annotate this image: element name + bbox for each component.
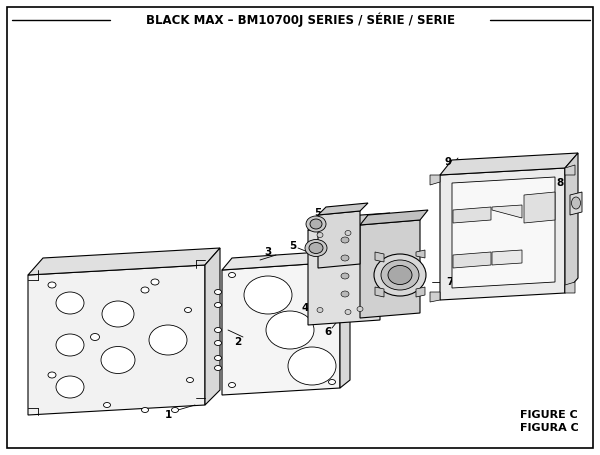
- Polygon shape: [360, 220, 420, 318]
- Polygon shape: [318, 211, 360, 268]
- Ellipse shape: [215, 289, 221, 294]
- Text: 5: 5: [314, 208, 322, 218]
- Polygon shape: [430, 292, 440, 302]
- Polygon shape: [492, 250, 522, 265]
- Polygon shape: [565, 153, 578, 293]
- Ellipse shape: [56, 376, 84, 398]
- Ellipse shape: [215, 340, 221, 345]
- Ellipse shape: [288, 347, 336, 385]
- Polygon shape: [453, 207, 491, 223]
- Ellipse shape: [381, 260, 419, 290]
- Ellipse shape: [388, 266, 412, 284]
- Ellipse shape: [48, 372, 56, 378]
- Ellipse shape: [244, 276, 292, 314]
- Ellipse shape: [149, 325, 187, 355]
- Ellipse shape: [329, 379, 335, 384]
- Ellipse shape: [91, 334, 100, 340]
- Polygon shape: [308, 213, 390, 230]
- Ellipse shape: [142, 408, 149, 413]
- Polygon shape: [565, 282, 575, 293]
- Ellipse shape: [104, 403, 110, 408]
- Text: 4: 4: [301, 303, 308, 313]
- Ellipse shape: [317, 308, 323, 313]
- Text: FIGURE C: FIGURE C: [520, 410, 578, 420]
- Ellipse shape: [341, 255, 349, 261]
- Ellipse shape: [101, 347, 135, 374]
- Polygon shape: [375, 252, 384, 262]
- Ellipse shape: [187, 378, 193, 383]
- Text: 8: 8: [556, 178, 563, 188]
- Polygon shape: [222, 262, 340, 395]
- Polygon shape: [452, 177, 555, 288]
- Ellipse shape: [309, 243, 323, 253]
- Polygon shape: [308, 225, 380, 325]
- Polygon shape: [440, 168, 565, 300]
- Ellipse shape: [329, 268, 335, 273]
- Ellipse shape: [310, 219, 322, 229]
- Polygon shape: [375, 287, 384, 297]
- Polygon shape: [440, 153, 578, 175]
- Polygon shape: [416, 287, 425, 297]
- Text: FIGURA C: FIGURA C: [520, 423, 579, 433]
- Polygon shape: [340, 250, 350, 388]
- Polygon shape: [28, 248, 220, 275]
- Ellipse shape: [141, 287, 149, 293]
- Ellipse shape: [374, 254, 426, 296]
- Ellipse shape: [266, 311, 314, 349]
- Ellipse shape: [56, 292, 84, 314]
- Ellipse shape: [102, 301, 134, 327]
- Polygon shape: [222, 250, 350, 270]
- Ellipse shape: [172, 408, 179, 413]
- Polygon shape: [524, 192, 555, 223]
- Ellipse shape: [215, 355, 221, 360]
- Text: 7: 7: [446, 277, 454, 287]
- Ellipse shape: [215, 303, 221, 308]
- Text: 5: 5: [289, 241, 296, 251]
- Polygon shape: [360, 210, 428, 225]
- Ellipse shape: [341, 273, 349, 279]
- Ellipse shape: [48, 282, 56, 288]
- Ellipse shape: [571, 197, 581, 209]
- Ellipse shape: [345, 309, 351, 314]
- Ellipse shape: [215, 365, 221, 370]
- Ellipse shape: [229, 273, 235, 278]
- Ellipse shape: [151, 279, 159, 285]
- Ellipse shape: [215, 328, 221, 333]
- Text: 2: 2: [235, 337, 242, 347]
- Ellipse shape: [345, 231, 351, 236]
- Ellipse shape: [305, 239, 327, 257]
- Polygon shape: [453, 252, 491, 268]
- Polygon shape: [416, 250, 425, 258]
- Polygon shape: [430, 175, 440, 185]
- Polygon shape: [570, 192, 582, 215]
- Ellipse shape: [317, 233, 323, 238]
- Ellipse shape: [357, 307, 363, 312]
- Ellipse shape: [56, 334, 84, 356]
- Polygon shape: [565, 165, 575, 175]
- Polygon shape: [492, 205, 522, 218]
- Polygon shape: [318, 203, 368, 215]
- Text: 3: 3: [265, 247, 272, 257]
- Polygon shape: [205, 248, 220, 405]
- Text: 1: 1: [164, 410, 172, 420]
- Ellipse shape: [341, 237, 349, 243]
- Text: 6: 6: [325, 327, 332, 337]
- Polygon shape: [28, 265, 205, 415]
- Text: BLACK MAX – BM10700J SERIES / SÉRIE / SERIE: BLACK MAX – BM10700J SERIES / SÉRIE / SE…: [146, 13, 455, 27]
- Ellipse shape: [229, 383, 235, 388]
- Text: 9: 9: [445, 157, 452, 167]
- Ellipse shape: [185, 308, 191, 313]
- Ellipse shape: [306, 216, 326, 232]
- Ellipse shape: [341, 291, 349, 297]
